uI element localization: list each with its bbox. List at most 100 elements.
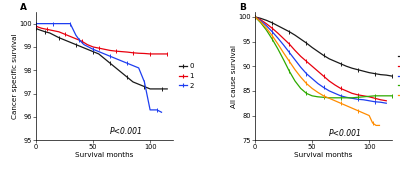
0 — [108, 62, 112, 64]
4 — [316, 91, 320, 93]
3 — [293, 80, 298, 82]
2 — [384, 102, 389, 104]
3 — [378, 95, 383, 97]
1 — [56, 31, 61, 33]
0 — [119, 72, 124, 74]
Line: 2: 2 — [36, 24, 162, 112]
1 — [361, 95, 366, 97]
1 — [281, 38, 286, 40]
0 — [43, 31, 48, 33]
4 — [344, 105, 349, 107]
0 — [287, 31, 292, 33]
1 — [114, 50, 118, 52]
0 — [276, 25, 280, 27]
Legend: 0, 1, 2, 3, 4: 0, 1, 2, 3, 4 — [398, 54, 400, 99]
0 — [310, 47, 314, 49]
4 — [367, 115, 372, 117]
0 — [159, 88, 164, 90]
1 — [258, 19, 263, 21]
0 — [154, 88, 158, 90]
2 — [316, 82, 320, 84]
2 — [39, 23, 44, 25]
0 — [114, 67, 118, 69]
2 — [136, 67, 141, 69]
0 — [74, 44, 78, 46]
1 — [51, 30, 56, 32]
1 — [378, 99, 383, 101]
2 — [108, 55, 112, 57]
2 — [62, 23, 67, 25]
2 — [119, 60, 124, 62]
2 — [74, 34, 78, 36]
2 — [70, 27, 75, 29]
2 — [130, 65, 135, 67]
0 — [332, 60, 337, 62]
1 — [36, 26, 41, 28]
0 — [136, 83, 141, 85]
1 — [125, 51, 130, 53]
0 — [165, 88, 170, 90]
2 — [367, 100, 372, 102]
1 — [316, 70, 320, 72]
2 — [338, 95, 343, 97]
1 — [45, 28, 50, 30]
1 — [367, 96, 372, 98]
1 — [287, 43, 292, 45]
X-axis label: Survival months: Survival months — [294, 152, 353, 158]
2 — [276, 37, 280, 39]
1 — [372, 97, 377, 99]
3 — [344, 97, 349, 99]
0 — [304, 42, 309, 44]
2 — [264, 25, 269, 27]
0 — [390, 75, 394, 77]
0 — [56, 37, 61, 39]
2 — [372, 101, 377, 103]
0 — [367, 72, 372, 74]
2 — [51, 23, 56, 25]
1 — [148, 53, 152, 55]
Legend: 0, 1, 2: 0, 1, 2 — [179, 63, 194, 89]
1 — [338, 87, 343, 89]
0 — [79, 46, 84, 48]
1 — [136, 52, 141, 54]
0 — [36, 28, 41, 30]
4 — [293, 69, 298, 71]
2 — [68, 23, 73, 25]
0 — [62, 39, 67, 41]
0 — [384, 74, 389, 76]
4 — [327, 97, 332, 99]
0 — [316, 50, 320, 52]
1 — [350, 92, 354, 94]
2 — [350, 97, 354, 99]
3 — [321, 96, 326, 98]
1 — [79, 40, 84, 42]
4 — [350, 107, 354, 109]
0 — [327, 58, 332, 60]
4 — [298, 76, 303, 78]
2 — [77, 39, 82, 41]
0 — [91, 51, 96, 53]
Line: 3: 3 — [255, 17, 392, 98]
3 — [367, 95, 372, 97]
3 — [390, 95, 394, 97]
0 — [338, 63, 343, 65]
2 — [281, 44, 286, 46]
0 — [293, 34, 298, 36]
1 — [298, 55, 303, 57]
0 — [148, 88, 152, 90]
0 — [39, 30, 44, 32]
4 — [332, 100, 337, 102]
0 — [321, 54, 326, 56]
1 — [344, 90, 349, 92]
1 — [91, 46, 96, 48]
1 — [119, 51, 124, 53]
0 — [125, 76, 130, 78]
0 — [298, 38, 303, 40]
4 — [355, 110, 360, 112]
Y-axis label: Cancer specific survival: Cancer specific survival — [12, 33, 18, 119]
Text: A: A — [20, 3, 26, 12]
4 — [270, 35, 274, 37]
3 — [264, 29, 269, 31]
3 — [350, 97, 354, 99]
2 — [159, 111, 164, 113]
